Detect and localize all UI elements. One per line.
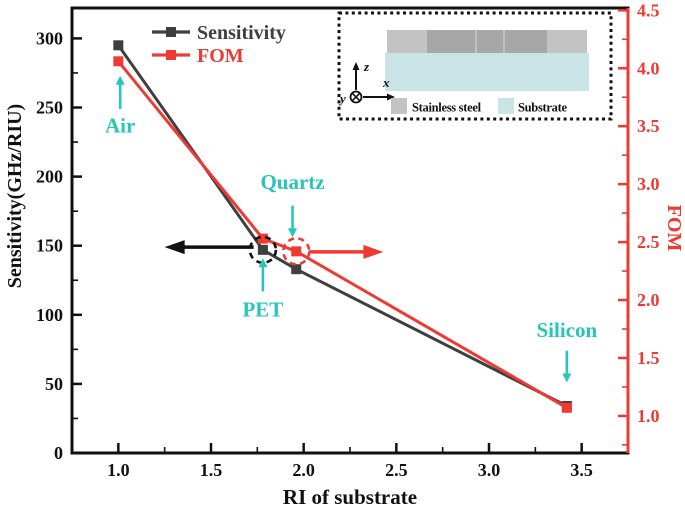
steel-segment-divider bbox=[475, 30, 477, 53]
steel-segment-divider bbox=[503, 30, 505, 53]
legend-label: Sensitivity bbox=[197, 22, 286, 44]
y-right-axis-label: FOM bbox=[663, 205, 685, 252]
y-left-tick-label: 50 bbox=[45, 374, 63, 394]
annotation-arrow bbox=[258, 258, 268, 292]
substrate-legend-swatch bbox=[498, 98, 514, 114]
data-point-marker bbox=[561, 402, 572, 413]
y-right-tick-label: 3.0 bbox=[637, 174, 660, 194]
y-left-tick-label: 150 bbox=[36, 236, 63, 256]
y-left-tick-label: 0 bbox=[54, 443, 63, 463]
annotation-air: Air bbox=[105, 75, 135, 137]
y-right-tick-label: 3.5 bbox=[637, 116, 660, 136]
y-right-tick-label: 1.5 bbox=[637, 348, 660, 368]
data-point-marker bbox=[257, 244, 268, 255]
axis-pointer-arrow bbox=[164, 240, 254, 255]
annotation-quartz: Quartz bbox=[260, 170, 325, 238]
steel-segment-dark bbox=[427, 30, 475, 53]
steel-segment-dark bbox=[477, 30, 503, 53]
steel-segment-dark bbox=[505, 30, 547, 53]
y-left-tick-label: 200 bbox=[36, 167, 63, 187]
annotation-silicon: Silicon bbox=[536, 318, 597, 383]
x-axis-label: RI of substrate bbox=[283, 485, 417, 509]
y-right-tick-label: 4.5 bbox=[637, 0, 660, 20]
series-line bbox=[117, 44, 568, 408]
x-tick-label: 1.5 bbox=[200, 460, 223, 480]
x-tick-label: 1.0 bbox=[107, 460, 130, 480]
y-right-tick-label: 2.0 bbox=[637, 290, 660, 310]
y-left-axis-label: Sensitivity(GHz/RIU) bbox=[4, 104, 26, 288]
steel-segment-light bbox=[547, 30, 587, 53]
z-axis-arrow bbox=[352, 62, 360, 90]
steel-segment-light bbox=[387, 30, 427, 53]
steel-legend-swatch bbox=[391, 98, 407, 114]
y-left-tick-label: 300 bbox=[36, 28, 63, 48]
annotation-label: Silicon bbox=[536, 318, 597, 342]
annotation-arrow bbox=[115, 75, 125, 109]
annotation-pet: PET bbox=[242, 258, 283, 321]
x-axis-arrow bbox=[363, 93, 395, 101]
legend-marker bbox=[166, 50, 176, 60]
axes-indicator: zx y bbox=[338, 59, 395, 106]
steel-legend-label: Stainless steel bbox=[412, 101, 482, 115]
annotation-arrow bbox=[562, 350, 572, 383]
axis-pointer-arrow bbox=[309, 244, 384, 259]
x-tick-label: 2.5 bbox=[385, 460, 408, 480]
inset-schematic: zx y Stainless steel Substrate bbox=[337, 11, 613, 121]
annotation-label: Quartz bbox=[260, 170, 324, 194]
legend-label: FOM bbox=[197, 45, 244, 67]
data-point-marker bbox=[291, 246, 302, 257]
data-point-marker bbox=[291, 264, 302, 275]
annotation-label: Air bbox=[105, 113, 135, 137]
y-left-tick-label: 100 bbox=[36, 305, 63, 325]
x-axis-letter: x bbox=[382, 75, 390, 90]
x-tick-label: 2.0 bbox=[292, 460, 315, 480]
y-right-tick-label: 1.0 bbox=[637, 406, 660, 426]
legend-marker bbox=[166, 27, 176, 37]
series-line bbox=[117, 60, 568, 410]
x-tick-label: 3.5 bbox=[570, 460, 593, 480]
y-right-tick-label: 2.5 bbox=[637, 232, 660, 252]
y-left-tick-label: 250 bbox=[36, 98, 63, 118]
annotation-label: PET bbox=[242, 297, 283, 321]
data-point-marker bbox=[113, 40, 124, 51]
data-point-marker bbox=[113, 56, 124, 67]
y-right-tick-label: 4.0 bbox=[637, 58, 660, 78]
annotation-arrow bbox=[288, 205, 298, 238]
y-axis-letter: y bbox=[338, 91, 346, 106]
series-fom bbox=[113, 56, 572, 413]
data-point-marker bbox=[257, 233, 268, 244]
z-axis-letter: z bbox=[363, 59, 370, 74]
x-tick-label: 3.0 bbox=[478, 460, 501, 480]
substrate-slab bbox=[385, 53, 589, 91]
substrate-legend-label: Substrate bbox=[518, 101, 567, 115]
